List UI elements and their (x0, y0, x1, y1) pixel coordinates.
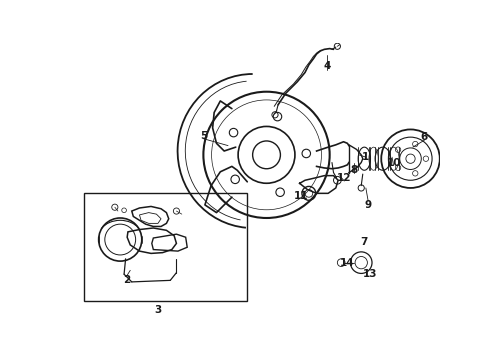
Text: 14: 14 (340, 258, 355, 267)
Text: 5: 5 (200, 131, 207, 141)
Text: 1: 1 (362, 152, 369, 162)
Text: 3: 3 (154, 305, 162, 315)
Text: 10: 10 (386, 158, 401, 167)
Text: 4: 4 (324, 61, 331, 71)
Text: 6: 6 (421, 132, 428, 142)
Text: 2: 2 (123, 275, 130, 285)
Text: 9: 9 (365, 200, 372, 210)
Text: 7: 7 (361, 237, 368, 247)
Bar (84, 193, 247, 301)
Text: 11: 11 (294, 191, 308, 201)
Text: 8: 8 (350, 165, 357, 175)
Text: 12: 12 (337, 173, 351, 183)
Text: 13: 13 (363, 269, 378, 279)
